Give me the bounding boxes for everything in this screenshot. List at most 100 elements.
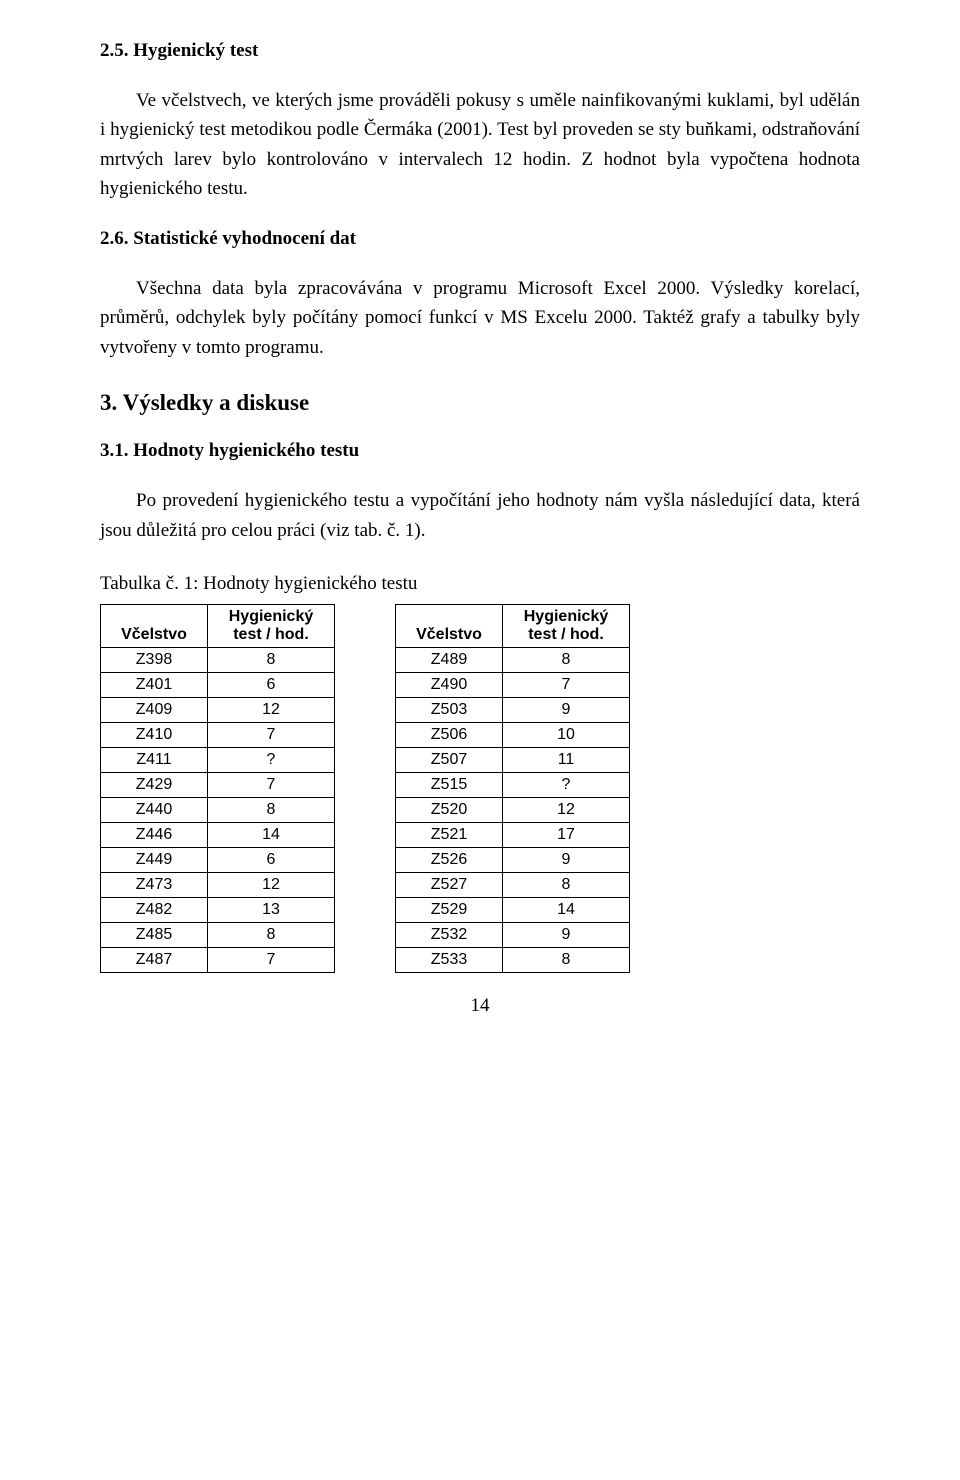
cell-hyg-value: 8	[208, 798, 335, 823]
cell-vcelstvo: Z411	[101, 748, 208, 773]
cell-vcelstvo: Z533	[396, 948, 503, 973]
tables-container: Včelstvo Hygienický test / hod. Z3988Z40…	[100, 604, 860, 973]
cell-hyg-value: 6	[208, 848, 335, 873]
cell-vcelstvo: Z529	[396, 898, 503, 923]
table-row: Z52012	[396, 798, 630, 823]
cell-vcelstvo: Z487	[101, 948, 208, 973]
cell-hyg-value: 6	[208, 673, 335, 698]
cell-hyg-value: 8	[208, 648, 335, 673]
table-row: Z48213	[101, 898, 335, 923]
heading-3: 3. Výsledky a diskuse	[100, 390, 860, 416]
table-caption: Tabulka č. 1: Hodnoty hygienického testu	[100, 569, 860, 598]
cell-vcelstvo: Z521	[396, 823, 503, 848]
table-row: Z4016	[101, 673, 335, 698]
cell-vcelstvo: Z401	[101, 673, 208, 698]
header-line: test / hod.	[233, 626, 309, 643]
table-row: Z47312	[101, 873, 335, 898]
cell-hyg-value: 9	[503, 848, 630, 873]
table-header-cell: Včelstvo	[396, 605, 503, 648]
table-row: Z52117	[396, 823, 630, 848]
heading-3-1: 3.1. Hodnoty hygienického testu	[100, 440, 860, 462]
cell-vcelstvo: Z489	[396, 648, 503, 673]
table-row: Z4858	[101, 923, 335, 948]
table-header-row: Včelstvo Hygienický test / hod.	[396, 605, 630, 648]
cell-hyg-value: 9	[503, 923, 630, 948]
table-row: Z4408	[101, 798, 335, 823]
header-line: Hygienický	[229, 608, 313, 625]
cell-vcelstvo: Z449	[101, 848, 208, 873]
table-row: Z50711	[396, 748, 630, 773]
cell-hyg-value: ?	[503, 773, 630, 798]
cell-vcelstvo: Z490	[396, 673, 503, 698]
table-row: Z5269	[396, 848, 630, 873]
table-row: Z44614	[101, 823, 335, 848]
cell-vcelstvo: Z410	[101, 723, 208, 748]
table-row: Z515?	[396, 773, 630, 798]
table-left: Včelstvo Hygienický test / hod. Z3988Z40…	[100, 604, 335, 973]
heading-2-6: 2.6. Statistické vyhodnocení dat	[100, 228, 860, 250]
table-row: Z5338	[396, 948, 630, 973]
table-row: Z4907	[396, 673, 630, 698]
cell-vcelstvo: Z440	[101, 798, 208, 823]
page: 2.5. Hygienický test Ve včelstvech, ve k…	[0, 0, 960, 1047]
table-row: Z4297	[101, 773, 335, 798]
heading-2-5: 2.5. Hygienický test	[100, 40, 860, 62]
page-number: 14	[100, 995, 860, 1017]
table-row: Z411?	[101, 748, 335, 773]
cell-vcelstvo: Z506	[396, 723, 503, 748]
table-header-cell: Včelstvo	[101, 605, 208, 648]
cell-vcelstvo: Z526	[396, 848, 503, 873]
table-row: Z3988	[101, 648, 335, 673]
cell-hyg-value: 12	[503, 798, 630, 823]
cell-vcelstvo: Z398	[101, 648, 208, 673]
paragraph: Všechna data byla zpracovávána v program…	[100, 274, 860, 362]
cell-hyg-value: 10	[503, 723, 630, 748]
table-row: Z40912	[101, 698, 335, 723]
cell-hyg-value: 7	[208, 773, 335, 798]
table-row: Z4898	[396, 648, 630, 673]
table-row: Z5329	[396, 923, 630, 948]
cell-vcelstvo: Z515	[396, 773, 503, 798]
cell-hyg-value: ?	[208, 748, 335, 773]
table-header-row: Včelstvo Hygienický test / hod.	[101, 605, 335, 648]
table-row: Z5039	[396, 698, 630, 723]
cell-vcelstvo: Z409	[101, 698, 208, 723]
cell-hyg-value: 13	[208, 898, 335, 923]
paragraph: Po provedení hygienického testu a vypočí…	[100, 486, 860, 545]
cell-vcelstvo: Z507	[396, 748, 503, 773]
cell-hyg-value: 14	[503, 898, 630, 923]
cell-hyg-value: 7	[208, 723, 335, 748]
table-header-cell: Hygienický test / hod.	[503, 605, 630, 648]
cell-hyg-value: 12	[208, 873, 335, 898]
cell-hyg-value: 8	[503, 873, 630, 898]
cell-hyg-value: 8	[208, 923, 335, 948]
table-row: Z50610	[396, 723, 630, 748]
cell-vcelstvo: Z473	[101, 873, 208, 898]
cell-hyg-value: 14	[208, 823, 335, 848]
cell-vcelstvo: Z503	[396, 698, 503, 723]
table-row: Z5278	[396, 873, 630, 898]
cell-vcelstvo: Z532	[396, 923, 503, 948]
table-row: Z4877	[101, 948, 335, 973]
cell-hyg-value: 8	[503, 648, 630, 673]
table-row: Z4496	[101, 848, 335, 873]
table-row: Z4107	[101, 723, 335, 748]
header-line: test / hod.	[528, 626, 604, 643]
cell-vcelstvo: Z520	[396, 798, 503, 823]
cell-hyg-value: 8	[503, 948, 630, 973]
cell-vcelstvo: Z446	[101, 823, 208, 848]
paragraph: Ve včelstvech, ve kterých jsme prováděli…	[100, 86, 860, 204]
cell-vcelstvo: Z482	[101, 898, 208, 923]
table-row: Z52914	[396, 898, 630, 923]
cell-hyg-value: 9	[503, 698, 630, 723]
table-header-cell: Hygienický test / hod.	[208, 605, 335, 648]
cell-vcelstvo: Z527	[396, 873, 503, 898]
cell-vcelstvo: Z429	[101, 773, 208, 798]
cell-hyg-value: 7	[208, 948, 335, 973]
header-line: Hygienický	[524, 608, 608, 625]
cell-vcelstvo: Z485	[101, 923, 208, 948]
cell-hyg-value: 7	[503, 673, 630, 698]
table-right: Včelstvo Hygienický test / hod. Z4898Z49…	[395, 604, 630, 973]
cell-hyg-value: 11	[503, 748, 630, 773]
cell-hyg-value: 12	[208, 698, 335, 723]
